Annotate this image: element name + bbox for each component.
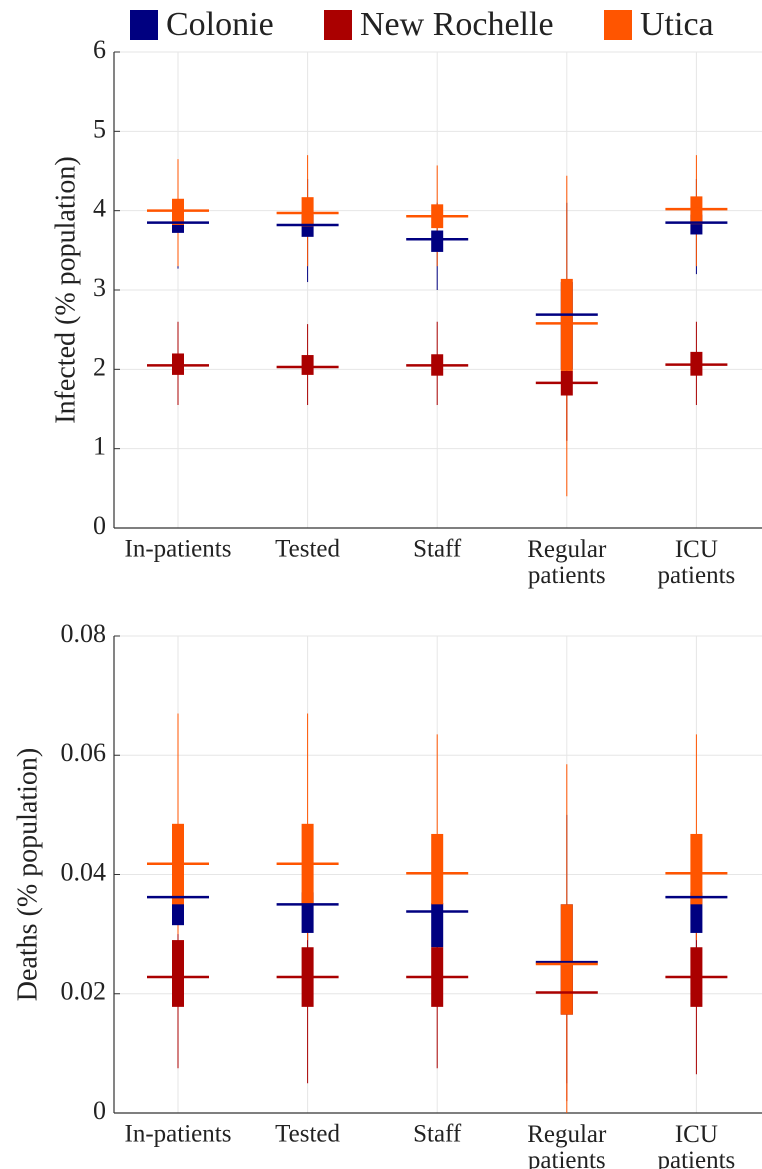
y-tick-label: 3: [93, 273, 106, 302]
y-tick-label: 1: [93, 432, 106, 461]
y-tick-label: 0.08: [61, 619, 107, 648]
box: [431, 833, 444, 905]
chart: 0 1 2 3 4 5 6 In-patients Tested Staff Regular pati…: [50, 35, 762, 589]
y-tick-label: 4: [93, 194, 106, 223]
x-tick-label: Tested: [275, 1121, 340, 1148]
y-tick-label: 0.02: [61, 977, 107, 1006]
y-tick-label: 0: [93, 511, 106, 540]
legend-label: Utica: [640, 6, 714, 43]
box: [301, 355, 314, 375]
x-tick-label: Regular patients: [527, 536, 607, 589]
y-axis-label: Deaths (% population): [12, 748, 43, 1002]
y-axis-label: Infected (% population): [50, 156, 81, 423]
y-tick-label: 0: [93, 1096, 106, 1125]
x-tick-label: Staff: [413, 536, 462, 563]
x-tick-label: In-patients: [125, 1121, 232, 1148]
box: [560, 278, 573, 371]
box: [690, 833, 703, 905]
y-tick-label: 0.06: [61, 738, 107, 767]
x-tick-label: ICU patients: [658, 1121, 736, 1169]
box: [431, 230, 444, 252]
legend-swatch: [324, 10, 352, 40]
legend-swatch: [130, 10, 158, 40]
x-tick-label: Staff: [413, 1121, 462, 1148]
legend-label: Colonie: [166, 6, 274, 43]
x-tick-label: In-patients: [125, 536, 232, 563]
y-tick-label: 0.04: [61, 857, 107, 886]
y-tick-label: 2: [93, 352, 106, 381]
box: [431, 903, 444, 948]
x-tick-label: Tested: [275, 536, 340, 563]
box: [560, 904, 573, 1015]
x-tick-label: ICU patients: [658, 536, 736, 589]
y-tick-label: 5: [93, 114, 106, 143]
chart: 0 0.02 0.04 0.06 0.08 In-patients Tested Staff R…: [12, 619, 762, 1169]
legend-label: New Rochelle: [360, 6, 554, 43]
y-tick-label: 6: [93, 35, 106, 64]
x-tick-label: Regular patients: [527, 1121, 607, 1169]
legend-swatch: [604, 10, 632, 40]
box: [172, 940, 184, 1007]
